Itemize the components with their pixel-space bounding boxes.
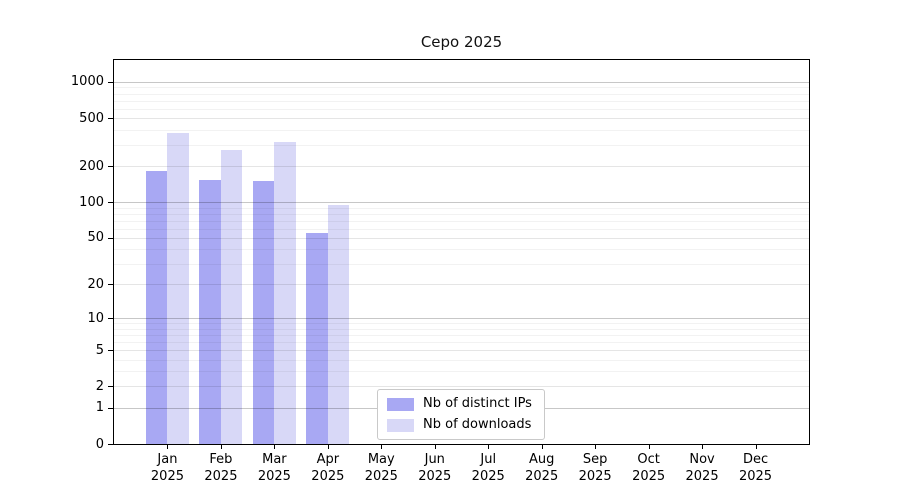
- x-tick-aug: [541, 444, 543, 449]
- x-tick-label-mar: Mar 2025: [257, 452, 291, 484]
- x-tick-label-jan: Jan 2025: [150, 452, 184, 484]
- x-tick-label-oct: Oct 2025: [632, 452, 666, 484]
- chart-title: Cepo 2025: [420, 33, 503, 51]
- y-tick-label-0: 0: [95, 436, 104, 452]
- y-tick-500: [108, 118, 113, 120]
- y-tick-label-1000: 1000: [70, 74, 104, 90]
- x-tick-label-jun: Jun 2025: [418, 452, 452, 484]
- y-tick-label-100: 100: [79, 194, 104, 210]
- y-tick-label-2: 2: [95, 378, 104, 394]
- y-tick-label-1: 1: [95, 400, 104, 416]
- x-tick-label-aug: Aug 2025: [525, 452, 559, 484]
- legend-row-distinct-ips: Nb of distinct IPs: [387, 396, 532, 412]
- bars-layer: [114, 60, 809, 444]
- y-tick-1000: [108, 81, 113, 83]
- x-tick-jan: [167, 444, 169, 449]
- x-tick-label-apr: Apr 2025: [311, 452, 345, 484]
- bar-distinct-ips-apr: [306, 233, 328, 444]
- y-tick-1: [108, 407, 113, 409]
- legend-swatch-downloads: [387, 418, 414, 432]
- x-tick-label-may: May 2025: [364, 452, 398, 484]
- y-tick-label-50: 50: [87, 230, 104, 246]
- bar-downloads-mar: [274, 141, 296, 444]
- x-tick-nov: [702, 444, 704, 449]
- legend-label-downloads: Nb of downloads: [423, 417, 532, 432]
- y-tick-label-5: 5: [95, 342, 104, 358]
- y-tick-5: [108, 350, 113, 352]
- y-tick-100: [108, 202, 113, 204]
- y-tick-label-20: 20: [87, 276, 104, 292]
- x-tick-apr: [327, 444, 329, 449]
- x-tick-label-nov: Nov 2025: [685, 452, 719, 484]
- x-tick-jun: [434, 444, 436, 449]
- legend: Nb of distinct IPs Nb of downloads: [377, 389, 545, 440]
- y-tick-label-10: 10: [87, 310, 104, 326]
- x-tick-oct: [648, 444, 650, 449]
- x-tick-sep: [595, 444, 597, 449]
- bar-downloads-feb: [220, 150, 243, 444]
- x-tick-mar: [274, 444, 276, 449]
- legend-row-downloads: Nb of downloads: [387, 417, 532, 433]
- legend-swatch-distinct-ips: [387, 397, 414, 411]
- legend-label-distinct-ips: Nb of distinct IPs: [423, 396, 532, 411]
- y-tick-0: [108, 444, 113, 445]
- x-tick-label-feb: Feb 2025: [204, 452, 238, 484]
- x-tick-label-jul: Jul 2025: [471, 452, 505, 484]
- y-tick-2: [108, 386, 113, 388]
- bar-distinct-ips-mar: [252, 181, 275, 444]
- y-tick-20: [108, 284, 113, 286]
- y-tick-label-500: 500: [79, 110, 104, 126]
- y-tick-label-200: 200: [79, 158, 104, 174]
- x-tick-jul: [488, 444, 490, 449]
- x-tick-dec: [755, 444, 757, 449]
- bar-distinct-ips-feb: [199, 180, 221, 444]
- plot-area: Nb of distinct IPs Nb of downloads: [113, 59, 810, 445]
- x-tick-label-dec: Dec 2025: [738, 452, 773, 484]
- bar-distinct-ips-jan: [145, 171, 168, 444]
- y-tick-10: [108, 318, 113, 320]
- x-tick-may: [381, 444, 383, 449]
- y-tick-50: [108, 237, 113, 239]
- y-tick-200: [108, 166, 113, 168]
- bar-downloads-apr: [327, 204, 350, 444]
- x-tick-label-sep: Sep 2025: [578, 452, 612, 484]
- bar-downloads-jan: [167, 133, 189, 444]
- x-tick-feb: [220, 444, 222, 449]
